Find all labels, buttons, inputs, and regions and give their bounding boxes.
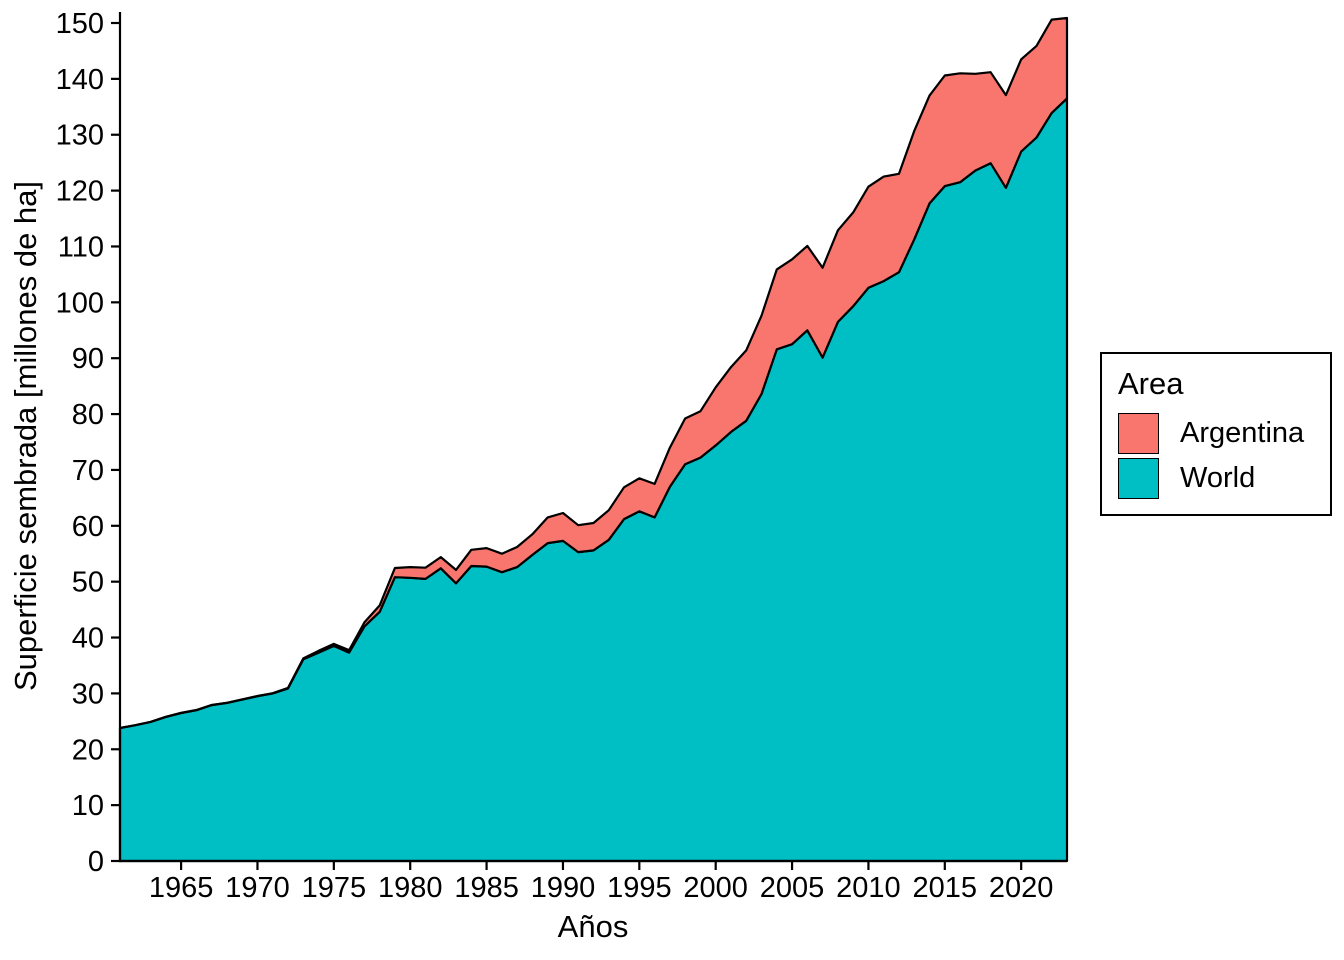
- x-tick-label: 2005: [760, 872, 825, 904]
- axes-layer: 0 10 20 30 40 50 60 70 80 90 100 110 120 130 140 150 196…: [56, 8, 1067, 904]
- x-tick-label: 1970: [225, 872, 290, 904]
- legend-swatch-world: [1118, 458, 1159, 499]
- x-tick-label: 2020: [989, 872, 1054, 904]
- y-tick-label: 120: [56, 176, 104, 208]
- x-axis-title: Años: [558, 909, 629, 944]
- y-tick-label: 0: [88, 846, 104, 878]
- y-tick-label: 140: [56, 64, 104, 96]
- y-tick-label: 110: [58, 231, 104, 263]
- y-tick-label: 150: [56, 8, 104, 40]
- y-tick-label: 80: [72, 399, 104, 431]
- y-tick-label: 30: [72, 678, 104, 710]
- y-tick-label: 20: [72, 734, 104, 766]
- x-tick-label: 1995: [607, 872, 672, 904]
- legend: Area Argentina World: [1100, 352, 1332, 516]
- y-axis-title: Superficie sembrada [millones de ha]: [8, 181, 43, 691]
- x-tick-label: 1975: [302, 872, 367, 904]
- y-tick-label: 70: [72, 455, 104, 487]
- y-tick-label: 60: [72, 511, 104, 543]
- x-tick-label: 1985: [454, 872, 519, 904]
- legend-title: Area: [1118, 366, 1184, 401]
- y-tick-label: 130: [56, 120, 104, 152]
- y-tick-label: 90: [72, 343, 104, 375]
- legend-item-argentina: Argentina: [1118, 413, 1315, 454]
- legend-swatch-argentina: [1118, 413, 1159, 454]
- x-tick-label: 1990: [531, 872, 596, 904]
- area-argentina: [118, 16, 1069, 730]
- y-tick-label: 10: [72, 790, 104, 822]
- y-tick-label: 100: [56, 287, 104, 319]
- legend-label-argentina: Argentina: [1180, 417, 1305, 449]
- legend-label-world: World: [1180, 462, 1256, 494]
- x-tick-label: 1980: [378, 872, 443, 904]
- y-tick-label: 40: [72, 623, 104, 655]
- x-tick-label: 2010: [836, 872, 901, 904]
- y-tick-label: 50: [72, 567, 104, 599]
- legend-item-world: World: [1118, 458, 1315, 499]
- x-tick-label: 2000: [683, 872, 748, 904]
- x-tick-label: 1965: [149, 872, 214, 904]
- chart-layers: [118, 16, 1069, 863]
- x-tick-label: 2015: [913, 872, 978, 904]
